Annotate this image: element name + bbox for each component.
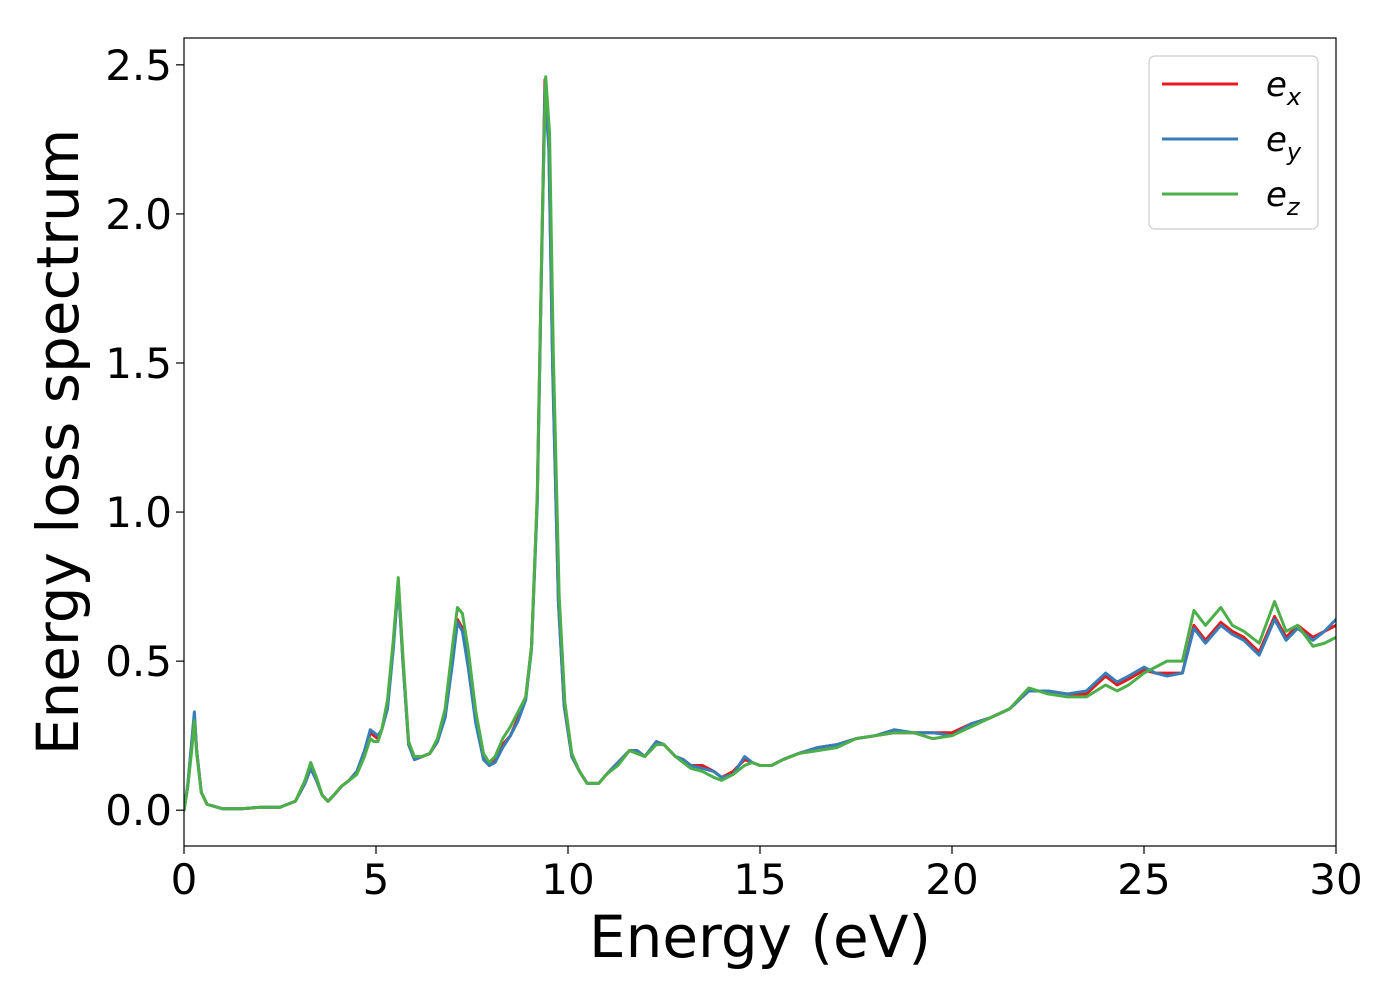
y-tick-label: 0.5 [105, 637, 172, 686]
x-tick-label: 20 [925, 855, 978, 904]
x-tick-label: 0 [171, 855, 198, 904]
series-line-z [184, 75, 1336, 812]
x-tick-label: 10 [541, 855, 594, 904]
y-tick-label: 1.0 [105, 488, 172, 537]
legend-label-z: ez [1266, 175, 1301, 221]
y-axis: 0.0 0.5 1.0 1.5 2.0 2.5 [105, 41, 184, 835]
y-tick-label: 2.0 [105, 190, 172, 239]
legend: ex ey ez [1148, 55, 1319, 230]
x-axis: 0 5 10 15 20 25 30 [171, 846, 1363, 904]
legend-box [1148, 55, 1319, 230]
legend-label-y: ey [1266, 120, 1302, 166]
x-tick-label: 25 [1117, 855, 1170, 904]
series-layer [184, 75, 1336, 812]
y-tick-label: 1.5 [105, 339, 172, 388]
y-axis-title: Energy loss spectrum [24, 129, 92, 755]
y-tick-label: 2.5 [105, 41, 172, 90]
x-tick-label: 30 [1309, 855, 1362, 904]
x-tick-label: 15 [733, 855, 786, 904]
x-tick-label: 5 [363, 855, 390, 904]
x-axis-title: Energy (eV) [589, 903, 931, 971]
y-tick-label: 0.0 [105, 786, 172, 835]
legend-label-x: ex [1266, 65, 1302, 111]
